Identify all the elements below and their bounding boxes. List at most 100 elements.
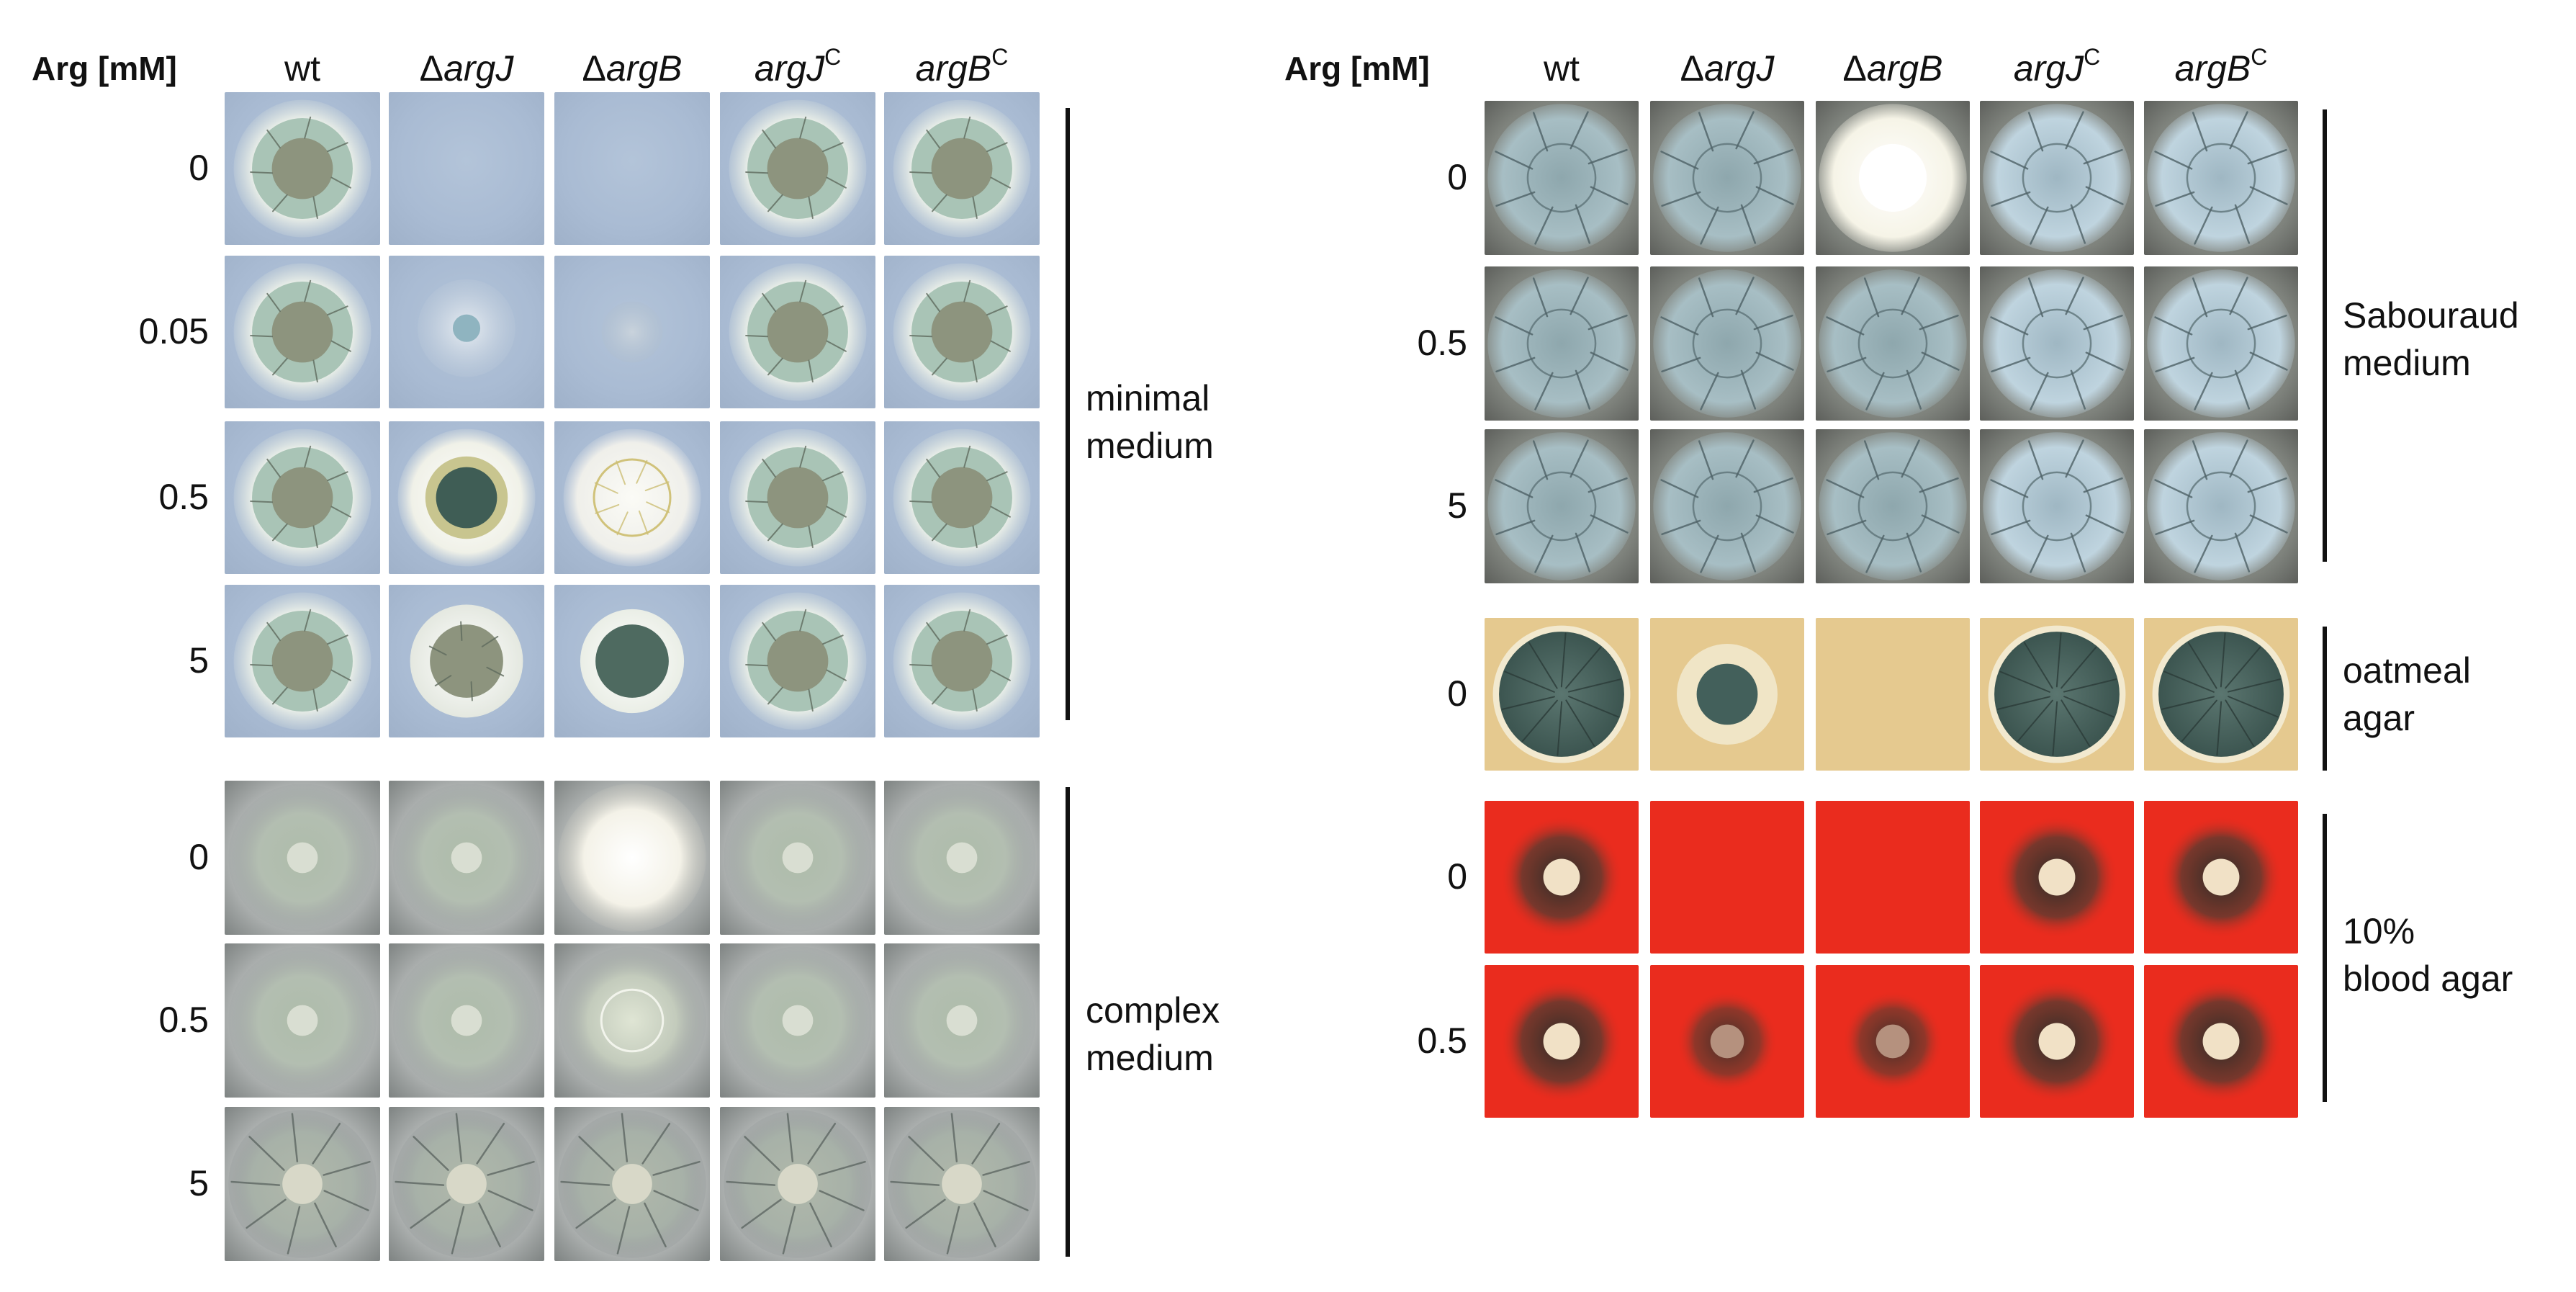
- group-bracket-right-1: [2323, 627, 2327, 771]
- column-strain: argJ: [1704, 48, 1775, 89]
- plate-image-left-0-1-3: [720, 256, 875, 408]
- plate-image-left-1-0-0: [225, 781, 380, 935]
- colony-full-pale: [563, 429, 701, 567]
- arg-header-left: Arg [mM]: [32, 50, 177, 87]
- column-header-right-3: argJC: [1980, 45, 2134, 86]
- plate-image-left-0-0-0: [225, 92, 380, 245]
- plate-image-left-0-2-0: [225, 421, 380, 574]
- plate-image-right-0-0-3: [1980, 101, 2134, 255]
- column-strain: argB: [1866, 48, 1943, 89]
- plate-image-left-0-0-3: [720, 92, 875, 245]
- plate-image-left-0-1-0: [225, 256, 380, 408]
- colony-diffuse: [392, 784, 541, 932]
- column-header-right-4: argBC: [2144, 45, 2298, 89]
- colony-wrinkled: [888, 1110, 1036, 1258]
- colony-full: [233, 429, 371, 567]
- colony-full: [233, 592, 371, 730]
- arg-row-label-left-0-0: 0: [189, 148, 209, 188]
- arg-row-label-left-1-1: 0.5: [158, 1000, 209, 1040]
- column-strain: wt: [1544, 48, 1580, 89]
- plate-image-right-1-0-3: [1980, 618, 2134, 771]
- group-bracket-left-1: [1066, 787, 1070, 1257]
- plate-image-left-0-3-2: [554, 585, 710, 737]
- plate-image-right-0-0-1: [1650, 101, 1804, 255]
- plate-image-right-0-1-4: [2144, 266, 2298, 421]
- group-label-line2: agar: [2343, 698, 2415, 738]
- column-strain: argB: [2174, 48, 2251, 89]
- plate-image-left-1-2-3: [720, 1107, 875, 1261]
- plate-image-right-0-0-4: [2144, 101, 2298, 255]
- colony-sab-blue: [1983, 269, 2131, 418]
- column-strain: argJ: [754, 48, 825, 89]
- plate-image-left-0-1-4: [884, 256, 1040, 408]
- colony-sab: [1819, 269, 1967, 418]
- group-bracket-left-0: [1066, 108, 1070, 720]
- colony-full: [893, 592, 1031, 730]
- plate-image-right-0-2-3: [1980, 429, 2134, 583]
- plate-image-right-1-0-1: [1650, 618, 1804, 771]
- colony-mid-dark: [580, 609, 685, 714]
- colony-wrinkled: [558, 1110, 706, 1258]
- arg-row-label-left-0-2: 0.5: [158, 477, 209, 517]
- group-label-line2: medium: [2343, 343, 2471, 383]
- column-prefix: Δ: [419, 48, 444, 89]
- colony-full: [729, 592, 867, 730]
- colony-wrinkled: [724, 1110, 872, 1258]
- column-header-right-2: ΔargB: [1816, 50, 1970, 86]
- column-header-right-0: wt: [1485, 50, 1639, 86]
- column-superscript: C: [991, 44, 1009, 70]
- colony-wrinkled: [392, 1110, 541, 1258]
- group-label-line1: minimal: [1086, 378, 1210, 418]
- plate-image-right-2-0-1: [1650, 801, 1804, 954]
- colony-diffuse-light: [558, 946, 706, 1095]
- column-strain: argB: [915, 48, 992, 89]
- arg-row-label-right-2-0: 0: [1447, 856, 1467, 897]
- arg-row-label-right-0-2: 5: [1447, 485, 1467, 526]
- colony-sab-blue: [2147, 104, 2295, 252]
- colony-blood: [1500, 816, 1623, 938]
- right-panel: Arg [mM] wt ΔargJ ΔargB argJC argBC 0 0.5 5 Sabo…: [1238, 0, 2576, 1292]
- arg-row-label-right-0-0: 0: [1447, 157, 1467, 197]
- column-prefix: Δ: [582, 48, 606, 89]
- colony-oat-small: [1677, 644, 1778, 745]
- plate-image-left-0-2-4: [884, 421, 1040, 574]
- colony-diffuse: [724, 784, 872, 932]
- plate-image-left-0-0-2: [554, 92, 710, 245]
- plate-image-left-0-2-1: [389, 421, 544, 574]
- colony-full: [893, 429, 1031, 567]
- group-label-left-1: complex medium: [1086, 987, 1220, 1082]
- colony-sab-blue: [2147, 269, 2295, 418]
- colony-blood: [1996, 980, 2118, 1103]
- column-header-left-0: wt: [225, 50, 380, 86]
- plate-image-left-1-2-0: [225, 1107, 380, 1261]
- plate-image-left-0-3-3: [720, 585, 875, 737]
- plate-image-right-0-2-0: [1485, 429, 1639, 583]
- plate-image-left-0-1-1: [389, 256, 544, 408]
- plate-image-left-1-0-3: [720, 781, 875, 935]
- plate-image-right-2-0-2: [1816, 801, 1970, 954]
- plate-image-right-2-1-2: [1816, 965, 1970, 1118]
- group-bracket-right-0: [2323, 109, 2327, 562]
- plate-image-left-1-2-2: [554, 1107, 710, 1261]
- colony-full: [729, 263, 867, 401]
- arg-row-label-left-1-2: 5: [189, 1163, 209, 1203]
- arg-row-label-left-1-0: 0: [189, 837, 209, 877]
- group-label-line2: medium: [1086, 426, 1214, 466]
- colony-white: [558, 784, 706, 932]
- plate-image-right-2-1-1: [1650, 965, 1804, 1118]
- plate-image-left-0-2-2: [554, 421, 710, 574]
- colony-wrinkled: [228, 1110, 377, 1258]
- plate-image-left-1-1-4: [884, 943, 1040, 1098]
- arg-row-label-left-0-1: 0.05: [138, 311, 209, 351]
- plate-image-right-1-0-2: [1816, 618, 1970, 771]
- colony-sab: [1653, 432, 1801, 580]
- column-superscript: C: [824, 44, 842, 70]
- column-header-left-3: argJC: [720, 45, 875, 89]
- plate-image-right-1-0-4: [2144, 618, 2298, 771]
- plate-image-right-2-1-4: [2144, 965, 2298, 1118]
- plate-image-left-1-2-4: [884, 1107, 1040, 1261]
- group-bracket-right-2: [2323, 814, 2327, 1102]
- colony-oat: [1492, 625, 1631, 763]
- colony-sab-blue: [1983, 104, 2131, 252]
